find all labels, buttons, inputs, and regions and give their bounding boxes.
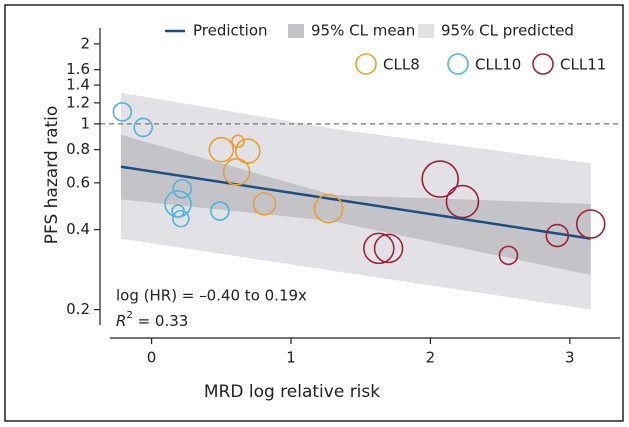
bubble (222, 158, 251, 186)
bubble (231, 134, 245, 149)
bubble (172, 209, 190, 228)
legend-swatch (355, 53, 377, 75)
legend-swatch (288, 24, 304, 38)
bubble (234, 138, 261, 164)
legend-swatch (418, 24, 434, 38)
legend-swatch (447, 53, 469, 75)
x-tick-label: 0 (147, 349, 157, 367)
legend-label: 95% CL mean (311, 22, 415, 40)
x-tick-label: 3 (565, 349, 575, 367)
y-tick-label: 1.6 (66, 60, 90, 78)
y-tick-label: 0.2 (66, 300, 90, 318)
bubble (373, 233, 404, 264)
equation: log (HR) = –0.40 to 0.19x (116, 287, 307, 305)
legend-label: CLL10 (475, 56, 521, 74)
r-squared: R2 = 0.33 (116, 310, 188, 330)
y-axis-label: PFS hazard ratio (42, 106, 62, 245)
y-tick-label: 1.2 (66, 93, 90, 111)
bubble (172, 178, 193, 199)
r-text: = 0.33 (133, 312, 189, 330)
bubble (133, 117, 154, 138)
legend-swatch (532, 53, 554, 75)
legend: Prediction 95% CL mean 95% CL predicted CLL… (165, 22, 606, 75)
x-tick-label: 2 (426, 349, 436, 367)
legend-label: CLL11 (560, 56, 606, 74)
plot-area: 0.2 0.4 0.6 0.8 1 1.21.41.6 2 0 1 2 3 Prediction 95%… (66, 22, 620, 367)
y-tick-label: 2 (80, 34, 90, 52)
bubble (210, 201, 230, 221)
y-tick-label: 1 (80, 114, 90, 132)
r-sup: 2 (126, 310, 132, 321)
y-tick-label: 0.6 (66, 173, 90, 191)
bubble (313, 193, 344, 224)
x-tick-label: 1 (286, 349, 296, 367)
y-tick-label: 0.8 (66, 140, 90, 158)
bubble (445, 184, 480, 219)
confidence-band (120, 134, 591, 275)
legend-label: Prediction (193, 22, 268, 40)
bubble (575, 209, 606, 239)
bubble (363, 232, 395, 265)
legend-label: 95% CL predicted (441, 22, 574, 40)
bubble (252, 192, 277, 216)
bubble (208, 136, 235, 163)
bubble (498, 245, 519, 266)
x-axis-label: MRD log relative risk (204, 382, 380, 402)
bubble (545, 223, 570, 248)
legend-label: CLL8 (383, 56, 420, 74)
r-symbol: R (116, 312, 126, 330)
frame (4, 4, 624, 422)
prediction-line (120, 165, 591, 240)
bubble (421, 160, 459, 198)
y-tick-label: 1.4 (66, 76, 90, 94)
bubble (112, 102, 133, 122)
y-tick-label: 0.4 (66, 220, 90, 238)
